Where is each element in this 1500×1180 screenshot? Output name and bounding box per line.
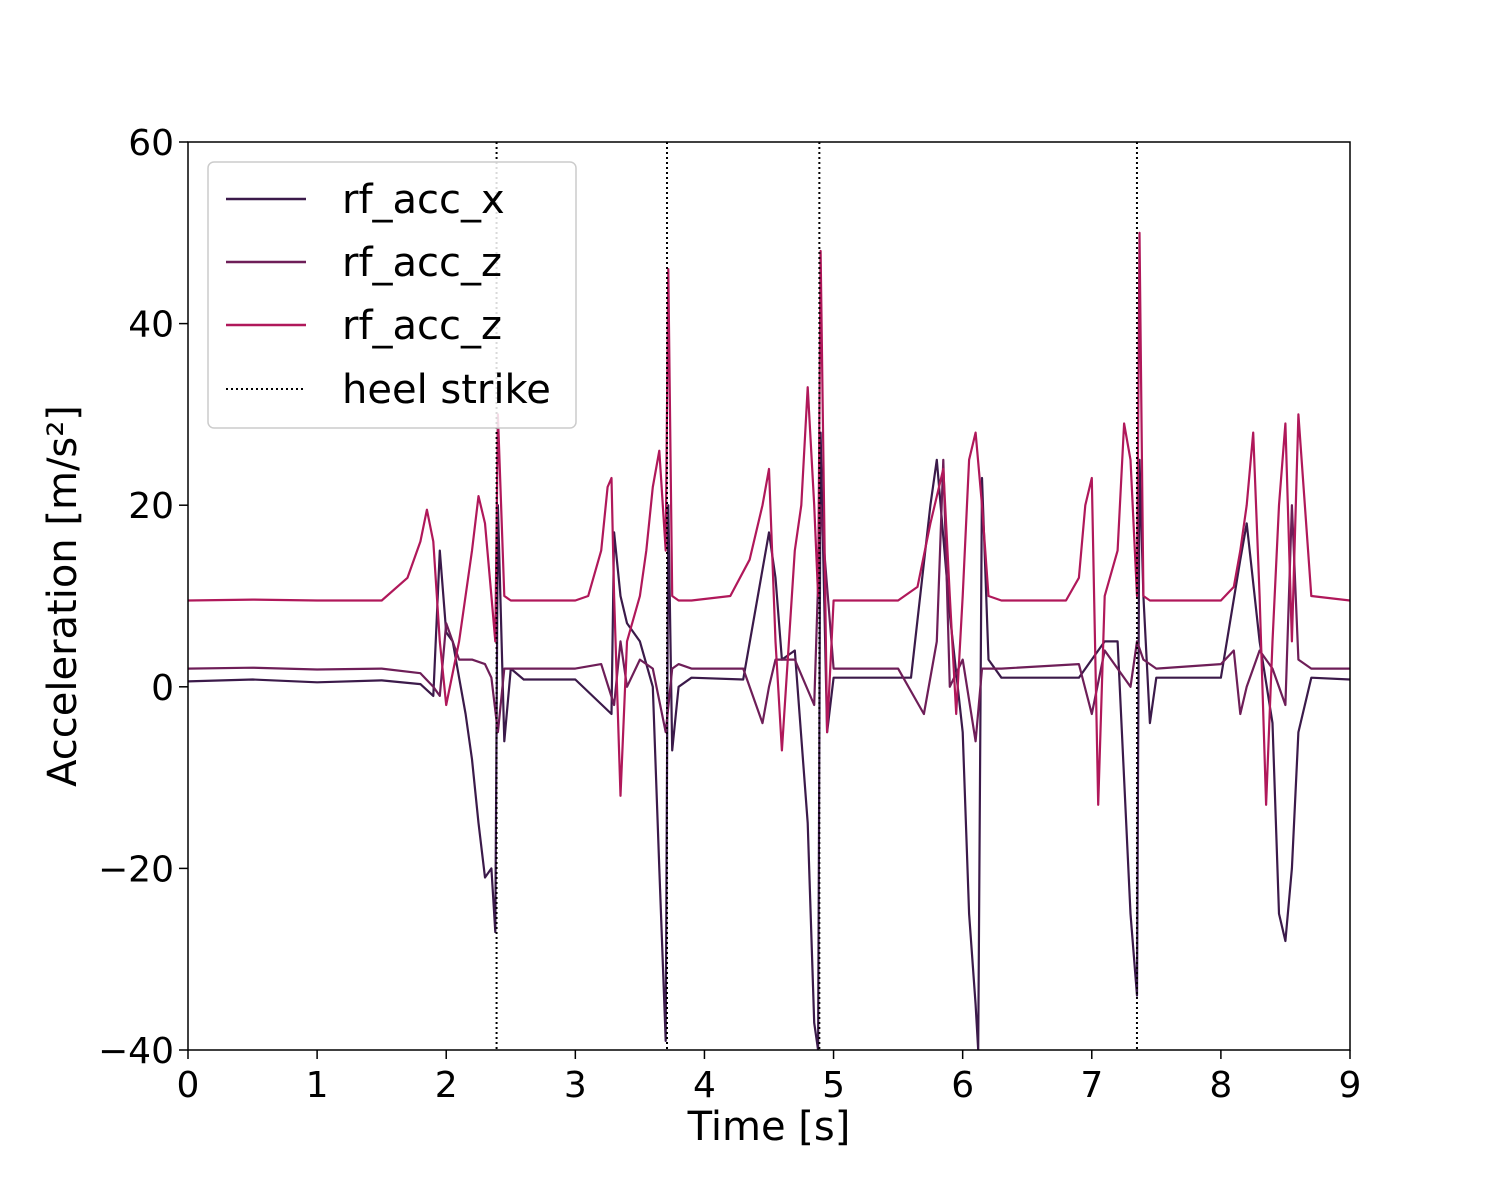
y-tick-label: −20 (98, 849, 174, 890)
y-tick-label: 60 (128, 123, 174, 164)
y-tick-label: 20 (128, 486, 174, 527)
legend: rf_acc_x rf_acc_z rf_acc_z heel strike (207, 161, 577, 429)
y-tick-label: −40 (98, 1031, 174, 1072)
x-tick-label: 6 (951, 1065, 974, 1106)
x-tick-label: 0 (177, 1065, 200, 1106)
x-tick-label: 7 (1080, 1065, 1103, 1106)
x-axis-label: Time [s] (687, 1104, 851, 1150)
y-axis-label: Acceleration [m/s²] (40, 405, 86, 787)
x-tick-label: 5 (822, 1065, 845, 1106)
series-line-0 (188, 431, 1350, 1050)
legend-label-rf-acc-z-1: rf_acc_z (342, 240, 502, 286)
legend-label-rf-acc-x: rf_acc_x (342, 177, 505, 223)
x-tick-label: 2 (435, 1065, 458, 1106)
x-tick-label: 9 (1339, 1065, 1362, 1106)
x-axis-ticks: 0 1 2 3 4 5 6 7 8 9 (177, 1050, 1362, 1106)
y-tick-label: 40 (128, 305, 174, 346)
series-layer (188, 231, 1350, 1050)
y-axis-ticks: −40 −20 0 20 40 60 (98, 123, 188, 1072)
x-tick-label: 8 (1209, 1065, 1232, 1106)
legend-box (207, 161, 577, 429)
series-line-1 (188, 458, 1350, 743)
axes-frame (187, 141, 1351, 1051)
y-tick-label: 0 (151, 668, 174, 709)
legend-label-heel-strike: heel strike (342, 367, 551, 413)
series-line-2 (188, 231, 1350, 806)
legend-label-rf-acc-z-2: rf_acc_z (342, 303, 502, 349)
x-tick-label: 1 (306, 1065, 329, 1106)
x-tick-label: 3 (564, 1065, 587, 1106)
x-tick-label: 4 (693, 1065, 716, 1106)
